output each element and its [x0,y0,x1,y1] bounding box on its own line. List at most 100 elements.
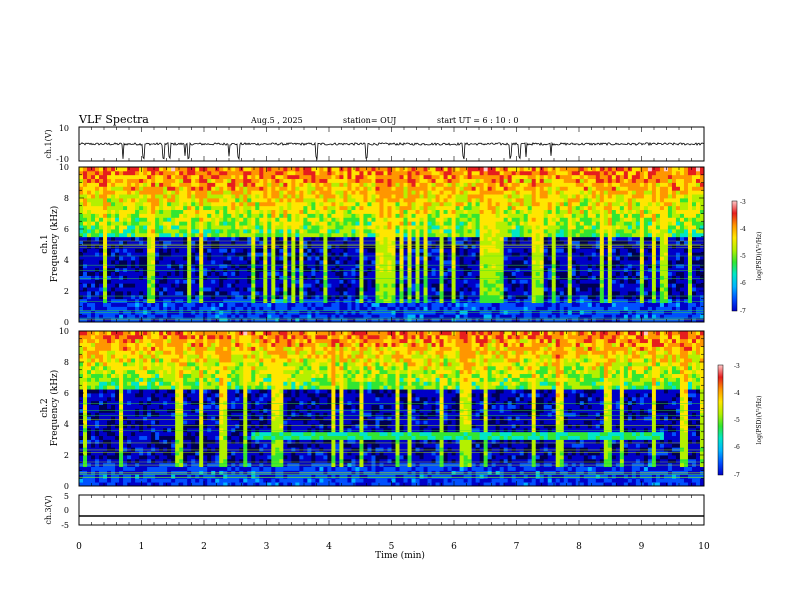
spectrogram-cell [347,306,352,311]
spectrogram-cell [527,236,533,242]
spectrogram-cell [543,217,549,222]
spectrogram-cell [327,263,332,269]
spectrogram-cell [387,294,392,300]
spectrogram-cell [459,271,465,276]
spectrogram-cell [191,217,196,222]
spectrogram-cell [343,283,348,288]
spectrogram-cell [427,174,432,180]
spectrogram-cell [275,213,280,218]
spectrogram-cell [195,283,200,288]
spectrogram-cell [407,267,412,273]
spectrogram-cell [459,221,465,226]
spectrogram-cell [175,232,180,238]
ch1-waveform-panel: 10 -10 ch.1(V) [44,124,705,164]
spectrogram-cell [363,256,368,261]
spectrogram-cell [259,182,264,187]
spectrogram-cell [427,186,432,191]
spectrogram-cell [391,244,396,249]
spectrogram-cell [415,240,420,245]
spectrogram-cell [167,244,172,249]
spectrogram-cell [327,194,332,199]
spectrogram-cell [391,267,396,273]
spectrogram-cell [111,198,116,203]
spectrogram-cell [379,275,384,280]
spectrogram-cell [355,198,360,203]
spectrogram-cell [399,178,404,183]
spectrogram-cell [139,306,144,311]
spectrogram-cell [123,174,128,180]
spectrogram-cell [247,283,252,288]
spectrogram-cell [403,298,408,304]
spectrogram-cell [263,186,268,191]
spectrogram-cell [255,294,260,300]
spectrogram-cell [475,225,481,230]
spectrogram-cell [115,252,120,257]
spectrogram-cell [123,232,128,238]
spectrogram-cell [263,244,268,249]
spectrogram-cell [307,256,312,261]
spectrogram-cell [167,194,172,199]
spectrogram-cell [331,275,336,280]
spectrogram-cell [299,240,304,245]
spectrogram-cell [275,232,280,238]
spectrogram-cell [367,217,372,222]
spectrogram-cell [219,217,224,222]
spectrogram-cell [95,174,100,180]
spectrogram-cell [283,283,288,288]
spectrogram-cell [503,271,509,276]
spectrogram-cell [519,178,525,183]
spectrogram-cell [427,275,432,280]
spectrogram-cell [211,225,216,230]
spectrogram-cell [379,229,384,234]
spectrogram-cell [319,198,324,203]
spectrogram-cell [99,263,104,269]
spectrogram-cell [459,182,465,187]
spectrogram-cell [495,267,501,273]
spectrogram-cell [495,178,501,183]
spectrogram-cell [375,283,380,288]
spectrogram-cell [107,314,112,319]
spectrogram-cell [491,205,497,211]
spectrogram-cell [107,201,112,207]
spectrogram-cell [295,198,300,203]
spectrogram-cell [199,240,204,245]
spectrogram-cell [115,213,120,218]
spectrogram-cell [131,294,136,300]
spectrogram-cell [371,194,376,199]
spectrogram-cell [175,225,180,230]
spectrogram-cell [443,221,448,226]
spectrogram-cell [367,209,372,214]
spectrogram-cell [111,279,116,284]
spectrogram-cell [351,302,356,307]
spectrogram-cell [271,248,276,253]
spectrogram-cell [119,205,124,211]
spectrogram-cell [275,302,280,307]
spectrogram-cell [199,232,204,238]
spectrogram-cell [155,252,160,257]
spectrogram-cell [511,205,517,211]
spectrogram-cell [219,260,224,265]
spectrogram-cell [459,225,465,230]
spectrogram-cell [147,186,152,191]
spectrogram-cell [155,178,160,183]
spectrogram-cell [147,256,152,261]
spectrogram-cell [443,260,448,265]
spectrogram-cell [391,221,396,226]
spectrogram-cell [491,256,497,261]
spectrogram-cell [115,302,120,307]
spectrogram-cell [339,306,344,311]
spectrogram-cell [319,194,324,199]
spectrogram-cell [195,186,200,191]
spectrogram-cell [347,217,352,222]
spectrogram-cell [243,182,248,187]
spectrogram-cell [163,267,168,273]
spectrogram-cell [379,182,384,187]
spectrogram-cell [507,217,513,222]
spectrogram-cell [299,209,304,214]
spectrogram-cell [95,279,100,284]
spectrogram-cell [415,217,420,222]
spectrogram-cell [383,260,388,265]
spectrogram-cell [411,213,416,218]
spectrogram-cell [271,198,276,203]
spectrogram-cell [91,221,96,226]
